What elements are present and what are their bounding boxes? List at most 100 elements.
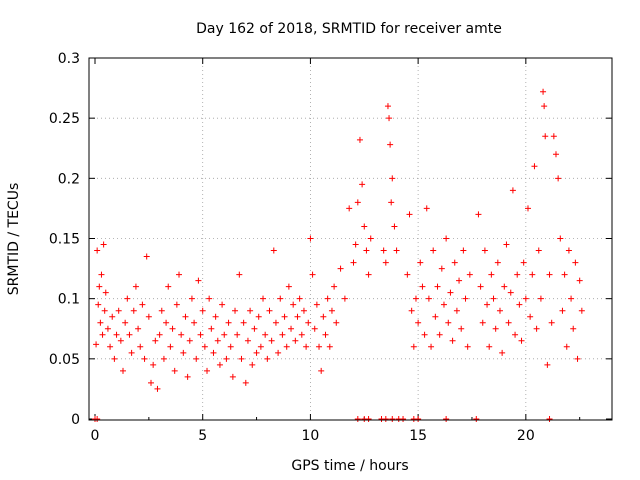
data-point (281, 313, 288, 320)
data-point (387, 141, 394, 148)
data-point (447, 289, 454, 296)
data-point (346, 205, 353, 212)
data-point (400, 416, 407, 422)
data-point (264, 355, 271, 362)
data-point (389, 175, 396, 182)
chart-title: Day 162 of 2018, SRMTID for receiver amt… (196, 21, 502, 37)
plot-frame (88, 57, 613, 421)
data-point (507, 289, 514, 296)
data-point (501, 283, 508, 290)
data-point (102, 289, 109, 296)
data-point (290, 301, 297, 308)
data-point (191, 319, 198, 326)
data-point (188, 295, 195, 302)
data-point (255, 313, 262, 320)
data-point (257, 343, 264, 350)
data-point (275, 349, 282, 356)
data-point (145, 313, 152, 320)
data-point (182, 313, 189, 320)
data-point (279, 331, 286, 338)
data-point (195, 277, 202, 284)
y-tick-label: 0.25 (49, 111, 80, 127)
data-point (542, 133, 549, 140)
data-point (473, 416, 480, 422)
data-point (406, 211, 413, 218)
data-point (206, 295, 213, 302)
data-point (130, 307, 137, 314)
x-axis: 0 5 10 15 20 (91, 58, 581, 444)
data-point (404, 271, 411, 278)
data-point (300, 307, 307, 314)
data-point (331, 283, 338, 290)
data-point (527, 313, 534, 320)
data-point (184, 373, 191, 380)
data-point (408, 307, 415, 314)
data-point (288, 325, 295, 332)
data-point (341, 295, 348, 302)
data-point (163, 319, 170, 326)
data-point (484, 301, 491, 308)
data-point (93, 341, 100, 348)
data-point (458, 325, 465, 332)
data-point (432, 313, 439, 320)
data-point (132, 283, 139, 290)
data-point (305, 319, 312, 326)
data-point (212, 313, 219, 320)
data-point (544, 361, 551, 368)
data-point (309, 271, 316, 278)
data-point (201, 343, 208, 350)
data-point (96, 283, 103, 290)
data-point (389, 416, 396, 422)
data-point (380, 247, 387, 254)
data-point (533, 325, 540, 332)
data-point (251, 325, 258, 332)
data-point (382, 259, 389, 266)
x-tick-label: 15 (409, 428, 427, 444)
data-point (337, 265, 344, 272)
data-point (430, 247, 437, 254)
data-point (137, 343, 144, 350)
data-point (386, 115, 393, 122)
data-point (99, 331, 106, 338)
data-point (572, 259, 579, 266)
data-point (178, 331, 185, 338)
data-point (391, 223, 398, 230)
data-point (363, 247, 370, 254)
data-point (322, 331, 329, 338)
data-point (537, 295, 544, 302)
data-point (365, 271, 372, 278)
data-point (365, 416, 372, 422)
y-tick-label: 0.05 (49, 352, 80, 368)
data-point (464, 343, 471, 350)
data-point (152, 337, 159, 344)
data-point (438, 265, 445, 272)
data-point (490, 295, 497, 302)
data-point (223, 355, 230, 362)
data-point (354, 416, 361, 422)
data-point (479, 319, 486, 326)
data-point (421, 331, 428, 338)
data-point (316, 343, 323, 350)
y-tick-label: 0.15 (49, 232, 80, 248)
data-point (135, 325, 142, 332)
data-point (227, 343, 234, 350)
data-point (367, 235, 374, 242)
data-point (568, 295, 575, 302)
x-tick-label: 10 (302, 428, 320, 444)
data-point (434, 283, 441, 290)
data-point (176, 271, 183, 278)
data-point (143, 253, 150, 260)
data-point (98, 271, 105, 278)
data-point (120, 367, 127, 374)
x-axis-label: GPS time / hours (291, 458, 408, 474)
y-axis: 0 0.05 0.1 0.15 0.2 0.25 0.3 (49, 51, 612, 428)
data-point (326, 343, 333, 350)
data-point (417, 259, 424, 266)
data-point (266, 307, 273, 314)
data-point (270, 247, 277, 254)
data-point (451, 259, 458, 266)
data-point (509, 187, 516, 194)
data-point (324, 295, 331, 302)
data-point (109, 313, 116, 320)
